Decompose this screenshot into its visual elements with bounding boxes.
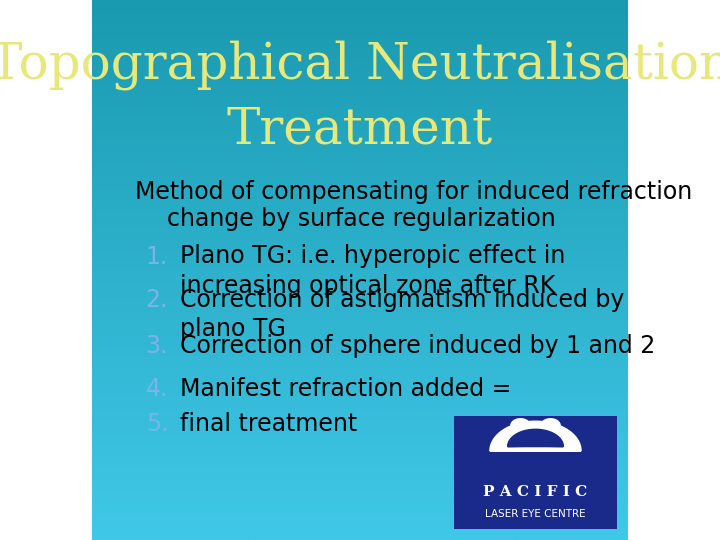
Text: Correction of sphere induced by 1 and 2: Correction of sphere induced by 1 and 2 [181, 334, 656, 357]
Text: final treatment: final treatment [181, 412, 358, 436]
Polygon shape [490, 421, 581, 451]
Text: Treatment: Treatment [227, 105, 493, 154]
Text: Plano TG: i.e. hyperopic effect in: Plano TG: i.e. hyperopic effect in [181, 245, 566, 268]
Text: increasing optical zone after RK: increasing optical zone after RK [181, 274, 556, 298]
Polygon shape [508, 429, 563, 447]
Text: Correction of astigmatism induced by: Correction of astigmatism induced by [181, 288, 625, 312]
Text: 3.: 3. [145, 334, 168, 357]
Text: LASER EYE CENTRE: LASER EYE CENTRE [485, 509, 586, 519]
Text: 1.: 1. [145, 245, 168, 268]
Polygon shape [541, 418, 560, 426]
Text: 5.: 5. [145, 412, 168, 436]
Text: 2.: 2. [145, 288, 168, 312]
Polygon shape [511, 418, 530, 426]
Text: 4.: 4. [145, 377, 168, 401]
Text: P A C I F I C: P A C I F I C [483, 485, 588, 500]
Text: plano TG: plano TG [181, 318, 287, 341]
Text: change by surface regularization: change by surface regularization [167, 207, 556, 231]
FancyBboxPatch shape [454, 416, 617, 529]
Text: Method of compensating for induced refraction: Method of compensating for induced refra… [135, 180, 692, 204]
Text: Topographical Neutralisation: Topographical Neutralisation [0, 40, 720, 90]
Text: Manifest refraction added =: Manifest refraction added = [181, 377, 512, 401]
